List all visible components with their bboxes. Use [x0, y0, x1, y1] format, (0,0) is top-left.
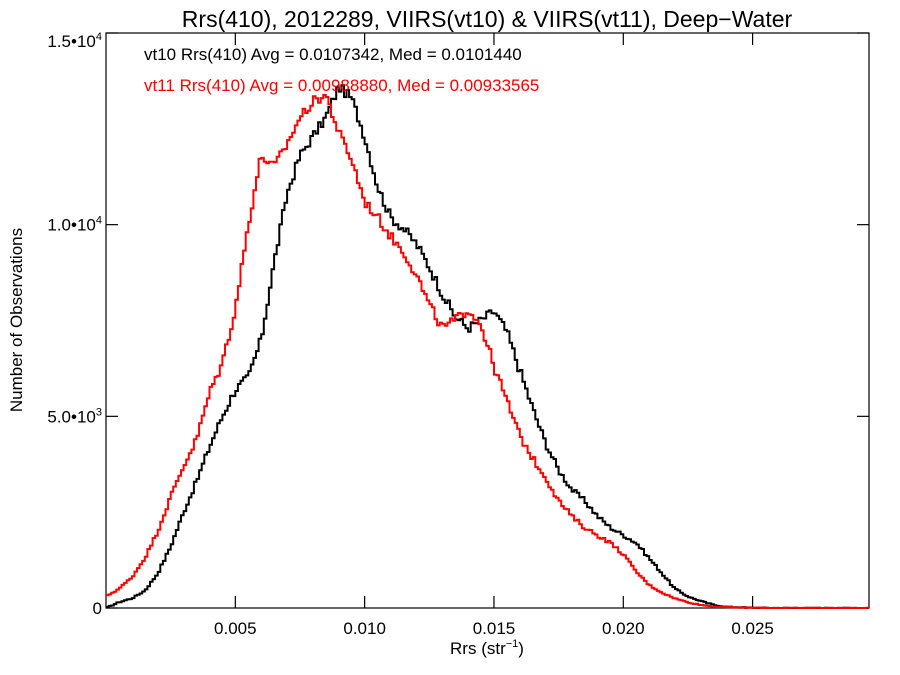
y-tick-label-0: 0: [93, 599, 102, 618]
y-axis-label: Number of Observations: [7, 228, 26, 412]
series-layer: [106, 84, 869, 609]
legend: vt10 Rrs(410) Avg = 0.0107342, Med = 0.0…: [144, 45, 539, 95]
x-axis-label-main: Rrs (str: [450, 639, 506, 658]
legend-entry-vt11: vt11 Rrs(410) Avg = 0.00988880, Med = 0.…: [144, 76, 539, 95]
x-axis-label-end: ): [518, 639, 524, 658]
y-axis-ticks: 0 5.0•103 1.0•104 1.5•104: [47, 31, 869, 618]
chart-title: Rrs(410), 2012289, VIIRS(vt10) & VIIRS(v…: [182, 6, 793, 32]
y-tick-label-2: 1.0•104: [47, 215, 102, 235]
y-tick-label-1: 5.0•103: [47, 406, 102, 426]
plot-frame: [105, 32, 870, 609]
series-line-vt11: [106, 93, 869, 609]
x-tick-label-4: 0.025: [731, 619, 774, 638]
x-tick-label-2: 0.015: [473, 619, 516, 638]
x-axis-label-sup: −1: [506, 638, 519, 650]
x-tick-label-1: 0.010: [343, 619, 386, 638]
x-tick-label-3: 0.020: [602, 619, 645, 638]
x-axis-label: Rrs (str−1): [450, 638, 524, 658]
x-axis-ticks: 0.005 0.010 0.015 0.020 0.025: [214, 33, 774, 638]
y-tick-label-3: 1.5•104: [47, 31, 102, 51]
x-tick-label-0: 0.005: [214, 619, 257, 638]
legend-entry-vt10: vt10 Rrs(410) Avg = 0.0107342, Med = 0.0…: [144, 45, 522, 64]
